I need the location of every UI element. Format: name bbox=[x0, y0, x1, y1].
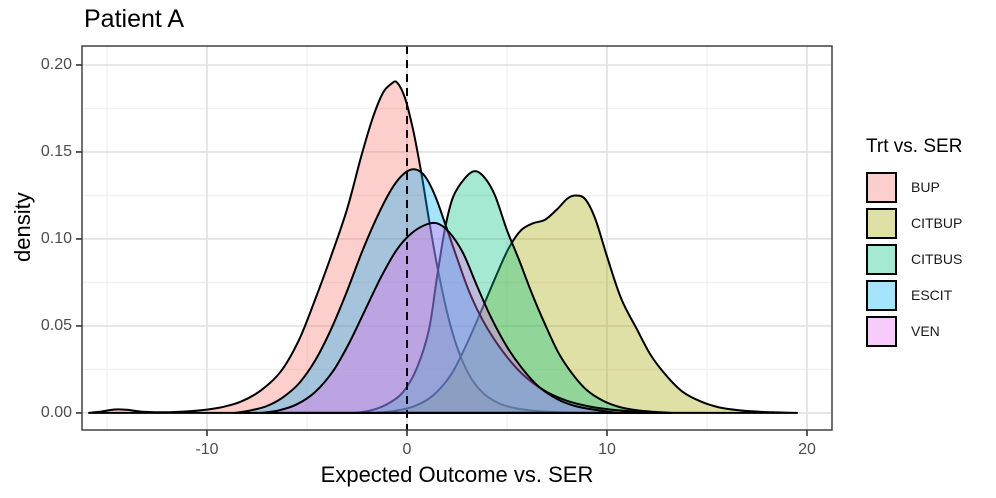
y-tick-label: 0.05 bbox=[40, 316, 72, 334]
legend-item-escit: ESCIT bbox=[866, 280, 994, 311]
y-tick-label: 0.10 bbox=[40, 229, 72, 247]
y-tick-label: 0.20 bbox=[40, 55, 72, 73]
density-curves bbox=[88, 80, 798, 414]
density-curve-bup bbox=[88, 80, 578, 414]
legend-swatch-bup bbox=[866, 172, 897, 203]
x-tick-label: -10 bbox=[195, 441, 219, 458]
x-tick-label: 10 bbox=[598, 441, 616, 458]
density-curve-escit bbox=[234, 168, 650, 414]
density-curve-ven bbox=[260, 221, 618, 414]
x-tick-label: 0 bbox=[402, 441, 412, 458]
legend-swatch-citbus bbox=[866, 244, 897, 275]
legend-title: Trt vs. SER bbox=[866, 136, 963, 157]
legend: Trt vs. SER BUP CITBUP CITBUS ESCIT VEN bbox=[866, 136, 994, 352]
legend-label-citbus: CITBUS bbox=[911, 251, 963, 267]
legend-item-ven: VEN bbox=[866, 316, 994, 347]
legend-label-bup: BUP bbox=[911, 179, 940, 195]
density-curve-citbup bbox=[374, 194, 798, 414]
legend-label-ven: VEN bbox=[911, 323, 940, 339]
y-axis-title: density bbox=[10, 192, 35, 262]
legend-item-citbup: CITBUP bbox=[866, 208, 994, 239]
legend-label-citbup: CITBUP bbox=[911, 215, 963, 231]
plot-title: Patient A bbox=[84, 5, 185, 33]
y-tick-label: 0.15 bbox=[40, 142, 72, 160]
panel-border bbox=[81, 45, 833, 431]
y-tick-label: 0.00 bbox=[40, 403, 72, 421]
density-curve-citbus bbox=[354, 170, 672, 414]
legend-swatch-citbup bbox=[866, 208, 897, 239]
x-tick-label: 20 bbox=[798, 441, 816, 458]
x-axis-title: Expected Outcome vs. SER bbox=[320, 462, 594, 487]
legend-item-citbus: CITBUS bbox=[866, 244, 994, 275]
legend-swatch-ven bbox=[866, 316, 897, 347]
legend-swatch-escit bbox=[866, 280, 897, 311]
legend-item-bup: BUP bbox=[866, 172, 994, 203]
legend-label-escit: ESCIT bbox=[911, 287, 953, 303]
axis-ticks bbox=[76, 64, 808, 436]
